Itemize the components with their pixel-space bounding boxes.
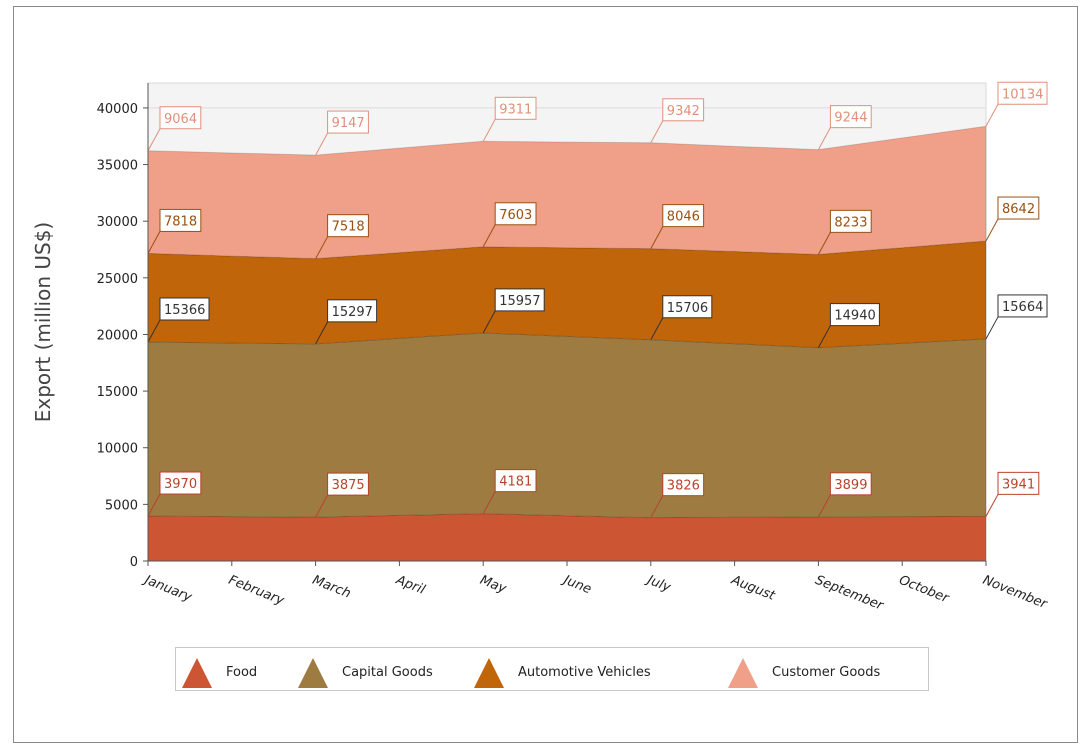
label-connector <box>315 494 329 518</box>
data-label: 7518 <box>332 220 365 235</box>
label-connector <box>985 218 999 242</box>
data-label: 15664 <box>1002 300 1043 315</box>
data-label-box <box>829 105 872 129</box>
data-label-box <box>997 471 1040 495</box>
data-label: 9342 <box>667 104 700 119</box>
data-label-box <box>327 299 378 323</box>
data-label-box <box>997 294 1048 318</box>
legend-label: Food <box>226 665 257 680</box>
data-label: 10134 <box>1002 87 1043 102</box>
data-label: 9311 <box>499 102 532 117</box>
label-connector <box>817 232 831 255</box>
data-label-box <box>997 81 1048 105</box>
legend-swatch <box>474 658 504 688</box>
label-connector <box>817 127 831 150</box>
label-connector <box>315 132 329 156</box>
data-label: 3826 <box>667 479 700 494</box>
y-tick-label: 15000 <box>97 385 138 400</box>
label-connector <box>650 120 664 144</box>
data-label: 9064 <box>164 112 197 127</box>
data-label: 7818 <box>164 214 197 229</box>
data-label-box <box>327 472 369 496</box>
data-label-box <box>494 96 537 120</box>
label-connector <box>482 224 496 248</box>
label-connector <box>985 494 999 517</box>
data-label-box <box>662 473 705 497</box>
data-label-box <box>829 472 872 496</box>
y-tick-label: 30000 <box>97 215 138 230</box>
label-connector <box>650 495 664 518</box>
data-label-box <box>327 214 369 238</box>
data-label-box <box>494 202 537 226</box>
data-label: 15366 <box>164 303 205 318</box>
data-label: 3941 <box>1002 477 1035 492</box>
y-tick-label: 0 <box>130 555 138 570</box>
label-connector <box>147 128 161 151</box>
data-label: 8233 <box>834 215 867 230</box>
y-tick-label: 40000 <box>97 102 138 117</box>
data-label: 15706 <box>667 301 708 316</box>
data-label: 15297 <box>332 305 373 320</box>
data-label-box <box>159 297 210 321</box>
label-connector <box>650 317 664 341</box>
label-connector <box>482 310 496 334</box>
data-label-box <box>829 209 872 233</box>
data-label-box <box>662 295 713 319</box>
label-connector <box>482 119 496 142</box>
label-connector <box>147 231 161 254</box>
label-connector <box>147 493 161 517</box>
label-connector <box>315 236 329 259</box>
label-connector <box>147 319 161 343</box>
y-axis-title: Export (million US$) <box>31 222 55 422</box>
data-label: 9244 <box>834 111 867 126</box>
data-label: 8046 <box>667 210 700 225</box>
legend-label: Automotive Vehicles <box>518 665 651 680</box>
label-connector <box>985 316 999 340</box>
label-connector <box>817 494 831 518</box>
data-label-box <box>159 106 202 130</box>
data-label: 15957 <box>499 294 540 309</box>
data-label: 9147 <box>332 116 365 131</box>
data-label-box <box>327 110 369 134</box>
label-connector <box>482 491 496 514</box>
legend-label: Capital Goods <box>342 665 433 680</box>
data-label: 4181 <box>499 475 532 490</box>
data-label: 3899 <box>834 478 867 493</box>
y-tick-label: 5000 <box>105 498 138 513</box>
legend-swatch <box>728 658 758 688</box>
area <box>147 513 987 562</box>
y-tick-label: 35000 <box>97 159 138 174</box>
data-label-box <box>662 204 705 228</box>
y-tick-label: 10000 <box>97 442 138 457</box>
legend-swatch <box>298 658 328 688</box>
data-label-box <box>494 288 545 312</box>
data-label-box <box>997 196 1040 220</box>
data-label: 3875 <box>332 478 365 493</box>
y-tick-label: 25000 <box>97 272 138 287</box>
data-label: 3970 <box>164 477 197 492</box>
legend-swatch <box>182 658 212 688</box>
data-label-box <box>662 98 705 122</box>
data-label: 7603 <box>499 208 532 223</box>
label-connector <box>315 321 329 345</box>
data-label-box <box>159 471 202 495</box>
data-label-box <box>829 303 880 327</box>
data-label: 14940 <box>834 309 875 324</box>
label-connector <box>985 104 999 127</box>
label-connector <box>817 325 831 348</box>
label-connector <box>650 226 664 249</box>
data-label: 8642 <box>1002 202 1035 217</box>
legend-label: Customer Goods <box>772 665 881 680</box>
data-label-box <box>494 469 537 493</box>
y-tick-label: 20000 <box>97 328 138 343</box>
data-label-box <box>159 208 202 232</box>
